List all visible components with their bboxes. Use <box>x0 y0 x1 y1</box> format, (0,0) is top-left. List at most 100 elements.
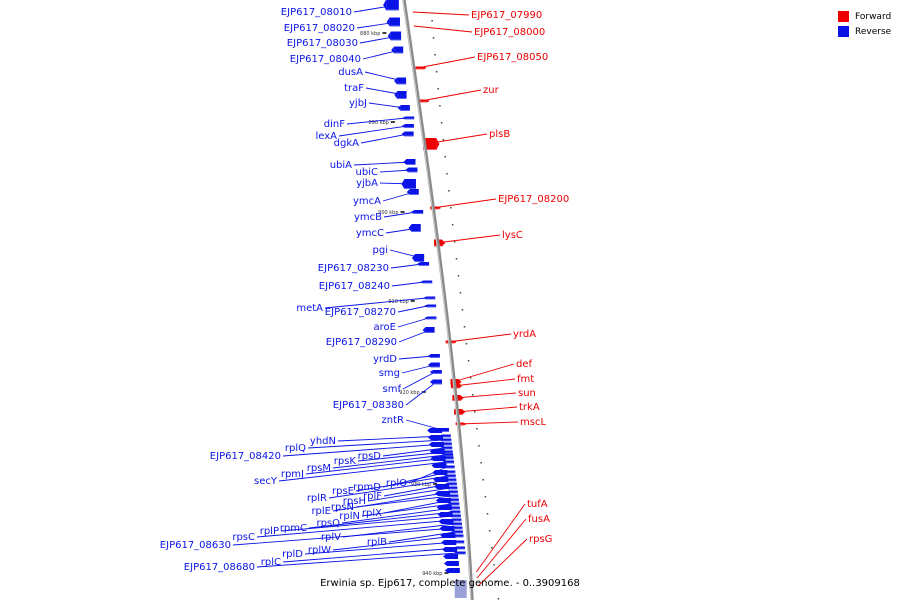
gene-label-ejp617-08000[interactable]: EJP617_08000 <box>474 27 545 38</box>
gene-label-meta[interactable]: metA <box>296 303 323 314</box>
gene-label-rpsn[interactable]: rpsN <box>331 502 354 513</box>
gene-label-traf[interactable]: traF <box>344 83 364 94</box>
gene-label-rpse[interactable]: rpsE <box>332 486 354 497</box>
gene-label-dusa[interactable]: dusA <box>338 67 363 78</box>
gene-label-ejp617-08270[interactable]: EJP617_08270 <box>325 307 396 318</box>
gene-label-fmt[interactable]: fmt <box>517 374 534 385</box>
gene-label-rplq[interactable]: rplQ <box>285 443 306 454</box>
gene-label-smg[interactable]: smg <box>379 368 400 379</box>
leader-line <box>402 371 436 390</box>
gene-feature-shade <box>404 188 416 190</box>
gene-label-ejp617-08050[interactable]: EJP617_08050 <box>477 52 548 63</box>
gene-label-rplc[interactable]: rplC <box>261 557 281 568</box>
gene-label-ubia[interactable]: ubiA <box>330 160 352 171</box>
gene-label-rplx[interactable]: rplX <box>362 508 382 519</box>
position-dot <box>461 309 464 311</box>
gene-label-rpld[interactable]: rplD <box>282 549 303 560</box>
legend-forward: Forward <box>838 9 891 24</box>
gene-feature-shade <box>451 516 461 518</box>
leader-line <box>256 519 454 538</box>
gene-label-ubic[interactable]: ubiC <box>356 167 378 178</box>
gene-label-ejp617-08290[interactable]: EJP617_08290 <box>326 337 397 348</box>
gene-label-ejp617-08380[interactable]: EJP617_08380 <box>333 400 404 411</box>
gene-label-rpsg[interactable]: rpsG <box>529 534 552 545</box>
gene-label-plsb[interactable]: plsB <box>489 129 510 140</box>
gene-feature-shade <box>448 492 458 494</box>
gene-label-ejp617-07990[interactable]: EJP617_07990 <box>471 10 542 21</box>
leader-line <box>282 443 445 457</box>
gene-label-ejp617-08420[interactable]: EJP617_08420 <box>210 451 281 462</box>
gene-label-aroe[interactable]: aroE <box>374 322 396 333</box>
gene-feature-shade <box>423 149 437 151</box>
gene-label-ejp617-08680[interactable]: EJP617_08680 <box>184 562 255 573</box>
gene-label-rpsm[interactable]: rpsM <box>307 463 331 474</box>
gene-label-ejp617-08010[interactable]: EJP617_08010 <box>281 7 352 18</box>
gene-label-ejp617-08020[interactable]: EJP617_08020 <box>284 23 355 34</box>
gene-feature-rpsh <box>448 486 458 490</box>
gene-label-trka[interactable]: trkA <box>519 402 540 413</box>
tick-label: 890 kbp <box>368 120 388 126</box>
gene-label-rpmc[interactable]: rpmC <box>280 523 307 534</box>
gene-arrow-rpln <box>447 502 451 506</box>
gene-label-secy[interactable]: secY <box>254 476 278 487</box>
reverse-swatch <box>838 26 849 37</box>
gene-label-rplv[interactable]: rplV <box>321 532 341 543</box>
gene-label-rpsk[interactable]: rpsK <box>334 456 357 467</box>
gene-label-rpln[interactable]: rplN <box>339 511 360 522</box>
gene-label-ejp617-08240[interactable]: EJP617_08240 <box>319 281 390 292</box>
gene-label-tufa[interactable]: tufA <box>527 499 548 510</box>
gene-label-rpsc[interactable]: rpsC <box>232 532 255 543</box>
gene-label-ymca[interactable]: ymcA <box>353 196 381 207</box>
gene-label-ejp617-08230[interactable]: EJP617_08230 <box>318 263 389 274</box>
gene-label-yjbj[interactable]: yjbJ <box>349 98 367 109</box>
gene-label-rplp[interactable]: rplP <box>260 526 279 537</box>
position-dot <box>495 581 498 583</box>
gene-label-rpsh[interactable]: rpsH <box>343 496 366 507</box>
gene-label-def[interactable]: def <box>516 359 533 370</box>
gene-label-rple[interactable]: rplE <box>311 506 331 517</box>
gene-label-rplr[interactable]: rplR <box>307 493 327 504</box>
gene-label-rplf[interactable]: rplF <box>363 491 382 502</box>
gene-label-mscl[interactable]: mscL <box>520 417 546 428</box>
operon-arrow <box>443 554 459 559</box>
gene-label-rpmd[interactable]: rpmD <box>353 482 381 493</box>
gene-label-ejp617-08200[interactable]: EJP617_08200 <box>498 194 569 205</box>
position-dot <box>484 496 487 498</box>
gene-label-smf[interactable]: smf <box>383 384 402 395</box>
gene-label-lysc[interactable]: lysC <box>502 230 523 241</box>
gene-feature-secy <box>445 460 455 464</box>
gene-label-rpsd[interactable]: rpsD <box>358 451 382 462</box>
gene-label-yrda[interactable]: yrdA <box>513 329 536 340</box>
gene-label-dinf[interactable]: dinF <box>324 119 345 130</box>
gene-label-fusa[interactable]: fusA <box>528 514 550 525</box>
gene-label-zur[interactable]: zur <box>483 85 500 96</box>
gene-label-sun[interactable]: sun <box>518 388 536 399</box>
gene-label-rpsq[interactable]: rpsQ <box>316 518 340 529</box>
gene-label-ymcc[interactable]: ymcC <box>356 228 384 239</box>
gene-label-dgka[interactable]: dgkA <box>334 138 359 149</box>
gene-label-rplw[interactable]: rplW <box>308 545 331 556</box>
gene-feature-ubia <box>406 159 416 165</box>
gene-label-yjba[interactable]: yjbA <box>356 178 378 189</box>
gene-label-yrdd[interactable]: yrdD <box>373 354 397 365</box>
gene-label-pgi[interactable]: pgi <box>373 245 388 256</box>
gene-label-ejp617-08030[interactable]: EJP617_08030 <box>287 38 358 49</box>
gene-label-ejp617-08040[interactable]: EJP617_08040 <box>290 54 361 65</box>
gene-label-lexa[interactable]: lexA <box>315 131 337 142</box>
gene-feature-shade <box>389 25 400 27</box>
leader-line <box>353 161 412 166</box>
gene-label-ymcb[interactable]: ymcB <box>354 212 382 223</box>
gene-feature-ubic <box>408 167 418 173</box>
position-dot <box>482 479 484 481</box>
position-dot <box>480 462 482 464</box>
gene-feature-ejp617-08240 <box>423 280 433 284</box>
leader-line <box>355 495 451 508</box>
gene-label-ejp617-08630[interactable]: EJP617_08630 <box>160 540 231 551</box>
gene-label-rplo[interactable]: rplO <box>386 478 407 489</box>
gene-label-rpmj[interactable]: rpmJ <box>281 469 304 480</box>
gene-feature-rpsk <box>443 450 453 454</box>
gene-label-rplb[interactable]: rplB <box>367 537 387 548</box>
gene-label-zntr[interactable]: zntR <box>382 415 405 426</box>
gene-label-yhdn[interactable]: yhdN <box>310 436 336 447</box>
